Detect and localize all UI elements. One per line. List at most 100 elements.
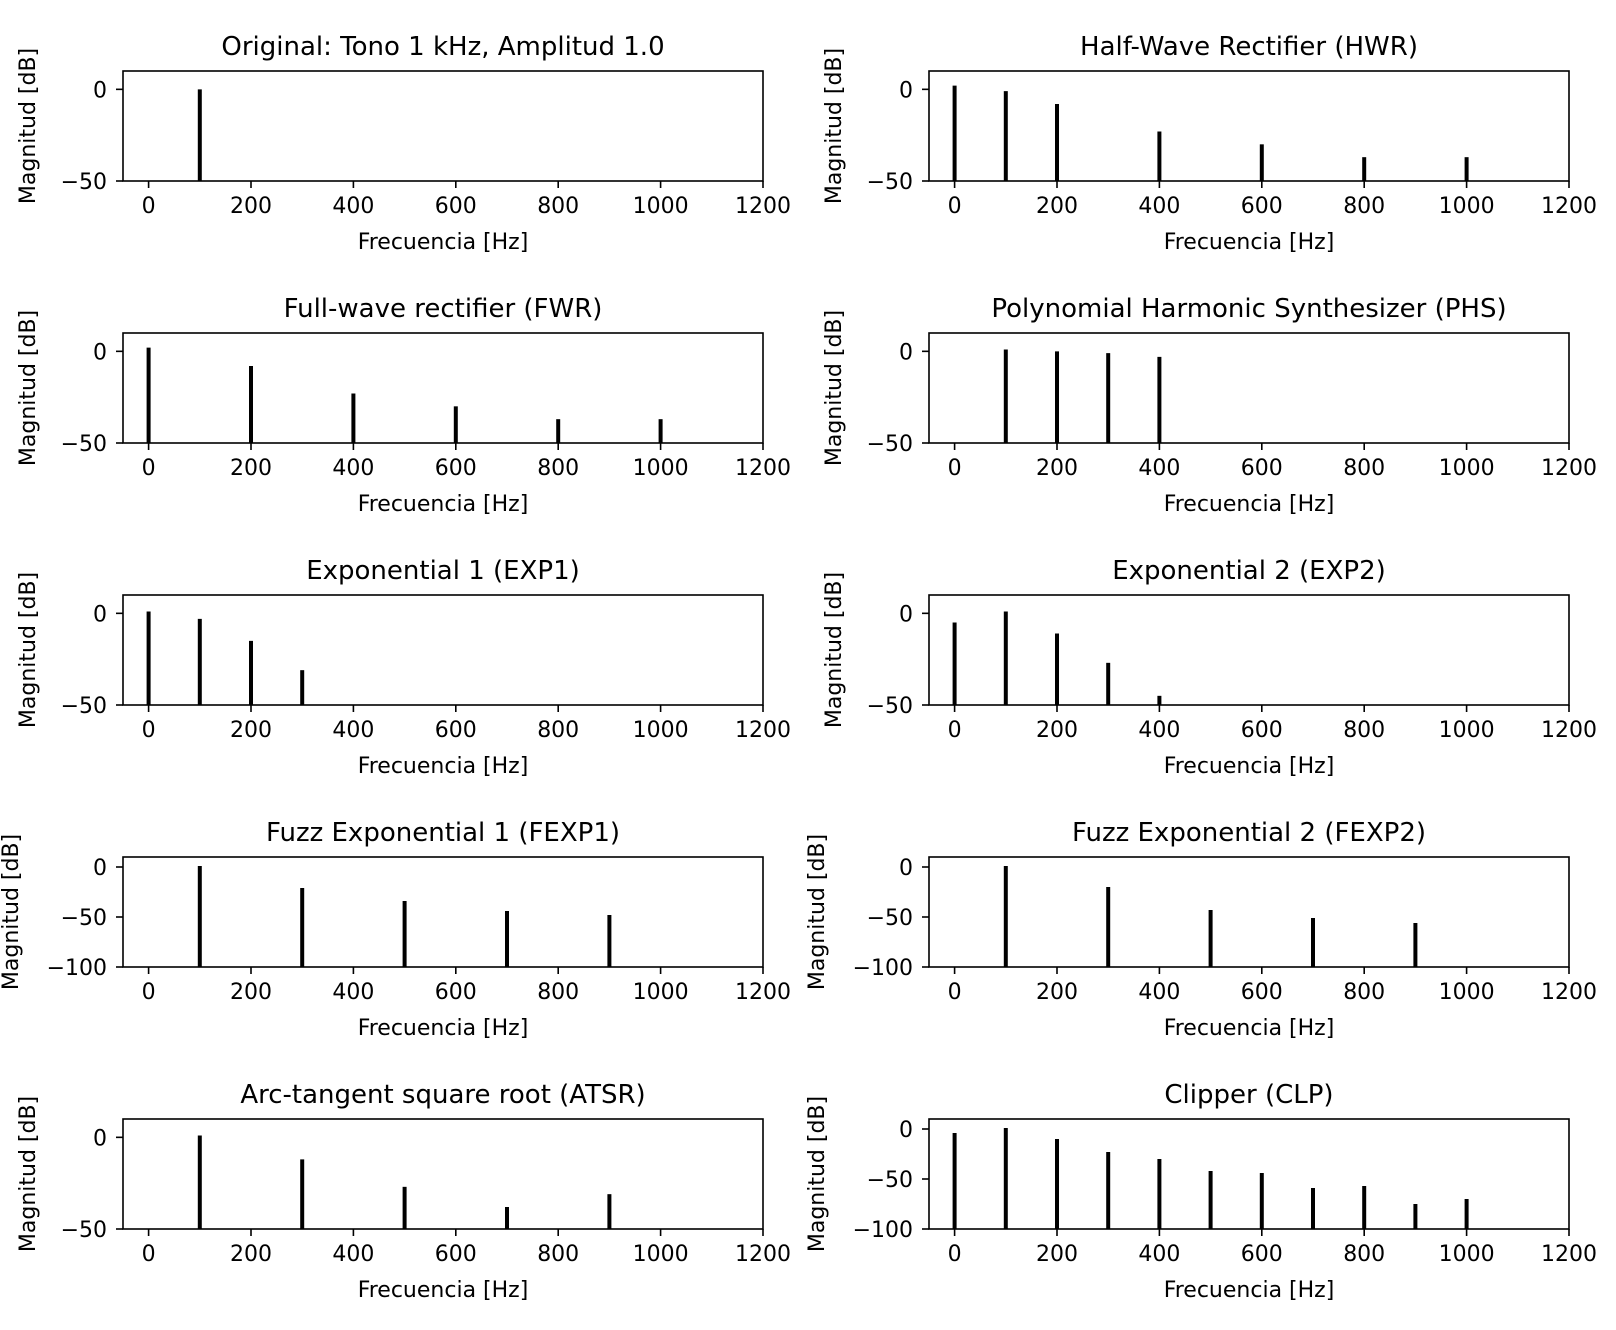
x-tick-label: 1200 [1541, 456, 1597, 481]
subplot-title: Arc-tangent square root (ATSR) [240, 1080, 645, 1110]
x-tick-label: 800 [537, 980, 579, 1005]
subplot-10: Clipper (CLP) 0 200 400 600 800 1000 1200 0 −50 −1… [805, 1080, 1597, 1303]
x-tick-label: 0 [142, 980, 156, 1005]
subplot-8: Fuzz Exponential 2 (FEXP2) 0 200 400 600 800 1… [805, 818, 1597, 1041]
x-tick-label: 1000 [633, 456, 689, 481]
x-tick-label: 400 [332, 456, 374, 481]
y-tick-label: 0 [899, 1118, 913, 1143]
y-tick-label: 0 [93, 340, 107, 365]
x-axis-label: Frecuencia [Hz] [1164, 1278, 1335, 1303]
x-tick-label: 800 [537, 718, 579, 743]
x-tick-label: 200 [1036, 1242, 1078, 1267]
x-tick-label: 1200 [735, 980, 791, 1005]
y-tick-label: −50 [867, 1168, 913, 1193]
x-tick-label: 1200 [1541, 1242, 1597, 1267]
x-tick-label: 800 [537, 1242, 579, 1267]
subplot-6: Exponential 2 (EXP2) 0 200 400 600 800 1000 120… [822, 556, 1597, 779]
x-tick-label: 400 [1138, 1242, 1180, 1267]
x-tick-label: 1000 [633, 194, 689, 219]
x-axis-label: Frecuencia [Hz] [358, 1278, 529, 1303]
y-tick-label: −50 [867, 694, 913, 719]
x-axis-label: Frecuencia [Hz] [1164, 754, 1335, 779]
y-tick-label: −50 [867, 432, 913, 457]
x-axis-label: Frecuencia [Hz] [358, 230, 529, 255]
x-tick-label: 800 [1343, 980, 1385, 1005]
x-tick-label: 400 [332, 718, 374, 743]
x-tick-label: 400 [1138, 980, 1180, 1005]
x-tick-label: 200 [230, 194, 272, 219]
x-tick-label: 600 [435, 1242, 477, 1267]
x-tick-label: 1200 [735, 718, 791, 743]
y-axis-label: Magnitud [dB] [16, 1096, 41, 1252]
y-tick-label: 0 [899, 602, 913, 627]
plot-frame [928, 1118, 1570, 1230]
y-tick-label: −50 [867, 906, 913, 931]
y-tick-label: 0 [899, 856, 913, 881]
subplot-title: Exponential 1 (EXP1) [306, 556, 580, 586]
x-tick-label: 400 [332, 194, 374, 219]
x-tick-label: 0 [948, 980, 962, 1005]
x-tick-label: 0 [142, 718, 156, 743]
subplot-title: Original: Tono 1 kHz, Amplitud 1.0 [221, 32, 664, 62]
x-tick-label: 400 [1138, 456, 1180, 481]
subplot-title: Fuzz Exponential 1 (FEXP1) [266, 818, 620, 848]
x-tick-label: 1000 [633, 1242, 689, 1267]
x-tick-label: 1000 [633, 718, 689, 743]
x-tick-label: 200 [1036, 980, 1078, 1005]
x-tick-label: 200 [1036, 456, 1078, 481]
x-tick-label: 0 [142, 194, 156, 219]
y-axis-label: Magnitud [dB] [0, 834, 24, 990]
y-tick-label: −50 [61, 694, 107, 719]
x-tick-label: 1000 [1439, 1242, 1495, 1267]
y-tick-label: −50 [61, 432, 107, 457]
x-tick-label: 0 [948, 718, 962, 743]
x-tick-label: 1000 [1439, 718, 1495, 743]
subplot-5: Exponential 1 (EXP1) 0 200 400 600 800 1000 120… [16, 556, 791, 779]
plot-frame [928, 332, 1570, 444]
x-tick-label: 0 [142, 1242, 156, 1267]
x-tick-label: 600 [435, 456, 477, 481]
y-axis-label: Magnitud [dB] [805, 834, 830, 990]
x-tick-label: 1200 [1541, 718, 1597, 743]
x-tick-label: 800 [1343, 194, 1385, 219]
x-axis-label: Frecuencia [Hz] [358, 754, 529, 779]
x-tick-label: 1000 [1439, 980, 1495, 1005]
subplot-7: Fuzz Exponential 1 (FEXP1) 0 200 400 600 800 1… [0, 818, 791, 1041]
subplot-title: Clipper (CLP) [1164, 1080, 1333, 1110]
x-tick-label: 800 [1343, 718, 1385, 743]
plot-frame [122, 594, 764, 706]
y-tick-label: 0 [899, 78, 913, 103]
x-tick-label: 600 [435, 194, 477, 219]
x-tick-label: 400 [332, 980, 374, 1005]
x-axis-label: Frecuencia [Hz] [358, 1016, 529, 1041]
subplot-title: Full-wave rectifier (FWR) [284, 294, 603, 324]
x-tick-label: 0 [948, 456, 962, 481]
y-tick-label: −50 [867, 170, 913, 195]
x-tick-label: 0 [142, 456, 156, 481]
x-tick-label: 200 [230, 718, 272, 743]
x-tick-label: 600 [1241, 456, 1283, 481]
subplot-3: Full-wave rectifier (FWR) 0 200 400 600 800 10… [16, 294, 791, 517]
subplot-1: Original: Tono 1 kHz, Amplitud 1.0 0 200 40… [16, 32, 791, 255]
x-tick-label: 1000 [1439, 456, 1495, 481]
y-axis-label: Magnitud [dB] [16, 48, 41, 204]
x-tick-label: 400 [1138, 718, 1180, 743]
y-tick-label: −100 [853, 1218, 913, 1243]
x-tick-label: 200 [1036, 718, 1078, 743]
plot-frame [122, 856, 764, 968]
subplot-4: Polynomial Harmonic Synthesizer (PHS) 0 20… [822, 294, 1597, 517]
y-tick-label: 0 [93, 856, 107, 881]
subplot-2: Half-Wave Rectifier (HWR) 0 200 400 600 800 10… [822, 32, 1597, 255]
plot-frame [928, 70, 1570, 182]
x-tick-label: 600 [435, 718, 477, 743]
plot-frame [928, 856, 1570, 968]
y-tick-label: 0 [93, 78, 107, 103]
x-tick-label: 1200 [735, 194, 791, 219]
subplot-title: Polynomial Harmonic Synthesizer (PHS) [991, 294, 1506, 324]
y-tick-label: 0 [93, 1126, 107, 1151]
x-axis-label: Frecuencia [Hz] [358, 492, 529, 517]
x-tick-label: 1000 [1439, 194, 1495, 219]
x-tick-label: 600 [1241, 980, 1283, 1005]
x-tick-label: 1200 [735, 1242, 791, 1267]
x-axis-label: Frecuencia [Hz] [1164, 1016, 1335, 1041]
